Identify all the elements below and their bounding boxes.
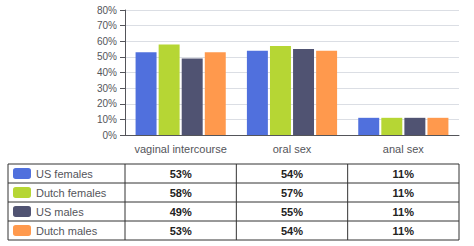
svg-text:Dutch females: Dutch females	[36, 187, 107, 199]
svg-text:11%: 11%	[393, 225, 415, 237]
svg-text:40%: 40%	[97, 67, 117, 78]
svg-text:0%: 0%	[103, 130, 118, 141]
svg-text:US males: US males	[36, 206, 84, 218]
svg-text:11%: 11%	[393, 187, 415, 199]
svg-text:80%: 80%	[97, 5, 117, 16]
svg-text:58%: 58%	[170, 187, 192, 199]
svg-text:11%: 11%	[393, 206, 415, 218]
svg-text:70%: 70%	[97, 20, 117, 31]
svg-text:54%: 54%	[281, 225, 303, 237]
svg-text:anal sex: anal sex	[383, 143, 424, 155]
svg-text:20%: 20%	[97, 98, 117, 109]
svg-text:11%: 11%	[393, 168, 415, 180]
svg-text:54%: 54%	[281, 168, 303, 180]
svg-text:vaginal intercourse: vaginal intercourse	[134, 143, 226, 155]
svg-text:30%: 30%	[97, 83, 117, 94]
svg-text:57%: 57%	[281, 187, 303, 199]
svg-text:55%: 55%	[281, 206, 303, 218]
svg-text:60%: 60%	[97, 36, 117, 47]
svg-text:53%: 53%	[170, 225, 192, 237]
svg-text:Dutch males: Dutch males	[36, 225, 98, 237]
svg-text:10%: 10%	[97, 114, 117, 125]
svg-text:49%: 49%	[170, 206, 192, 218]
svg-text:US females: US females	[36, 168, 93, 180]
svg-text:50%: 50%	[97, 51, 117, 62]
svg-text:oral sex: oral sex	[273, 143, 312, 155]
svg-text:53%: 53%	[170, 168, 192, 180]
